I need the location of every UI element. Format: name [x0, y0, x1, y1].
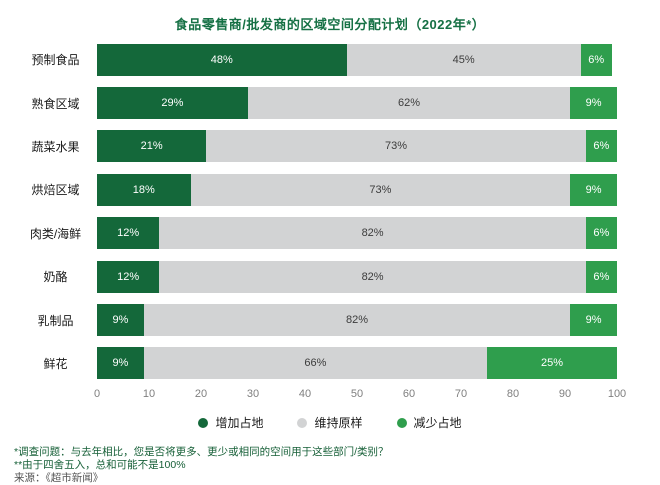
category-label: 预制食品: [31, 53, 80, 68]
x-tick-label: 100: [607, 388, 627, 400]
bar-segment-series-0: 12%: [97, 217, 160, 250]
bar-segment-series-2: 6%: [585, 260, 617, 293]
bar-segment-series-2: 25%: [486, 347, 617, 380]
bar-track: 12% 82% 6%: [97, 260, 617, 293]
footnote-source: 来源：《超市新闻》: [14, 472, 104, 484]
x-tick-label: 60: [402, 388, 416, 400]
x-tick-label: 0: [93, 388, 101, 400]
legend-item-0: 增加占地: [198, 414, 263, 431]
bar-segment-series-1: 66%: [143, 347, 487, 380]
bar-segment-series-1: 62%: [247, 87, 571, 120]
chart-title: 食品零售商/批发商的区域空间分配计划（2022年*）: [174, 17, 486, 32]
chart-row: 奶酪 12% 82% 6%: [14, 255, 617, 298]
x-tick-label: 20: [194, 388, 208, 400]
category-label: 乳制品: [37, 313, 74, 328]
x-tick-label: 30: [246, 388, 260, 400]
chart-row: 乳制品 9% 82% 9%: [14, 298, 617, 341]
bar-segment-series-1: 82%: [159, 217, 586, 250]
bar-track: 21% 73% 6%: [97, 130, 617, 163]
bar-segment-series-2: 9%: [570, 87, 617, 120]
category-label: 熟食区域: [31, 96, 80, 111]
x-tick-label: 90: [558, 388, 572, 400]
bar-track: 12% 82% 6%: [97, 217, 617, 250]
bar-segment-series-1: 45%: [346, 43, 581, 76]
legend-dot-icon: [198, 417, 209, 428]
bar-segment-series-0: 18%: [97, 173, 191, 206]
bar-track: 48% 45% 6%: [97, 43, 617, 76]
legend-label: 增加占地: [215, 416, 264, 430]
legend-item-2: 减少占地: [396, 414, 462, 431]
bar-segment-series-1: 82%: [159, 260, 586, 293]
footnote-survey-question: *调查问题：与去年相比，您是否将更多、更少或相同的空间用于这些部门/类别？: [14, 446, 389, 458]
bar-segment-series-0: 21%: [97, 130, 207, 163]
x-tick-label: 80: [506, 388, 520, 400]
footnotes: *调查问题：与去年相比，您是否将更多、更少或相同的空间用于这些部门/类别？ **…: [14, 446, 389, 485]
bar-track: 29% 62% 9%: [97, 87, 617, 120]
x-axis: 0 10 20 30 40 50 60 70 80 90 100: [93, 388, 626, 404]
legend-label: 维持原样: [314, 416, 363, 430]
category-label: 肉类/海鲜: [29, 226, 82, 241]
footnote-rounding: **由于四舍五入，总和可能不是100%: [14, 459, 186, 471]
bar-segment-series-2: 9%: [570, 304, 617, 337]
bar-track: 9% 66% 25%: [97, 347, 617, 380]
bar-segment-series-1: 73%: [190, 173, 571, 206]
chart-row: 预制食品 48% 45% 6%: [14, 38, 617, 81]
chart-row: 熟食区域 29% 62% 9%: [14, 81, 617, 124]
bar-segment-series-2: 6%: [580, 43, 612, 76]
bar-segment-series-1: 82%: [143, 304, 571, 337]
x-tick-label: 40: [298, 388, 312, 400]
bar-segment-series-2: 6%: [585, 130, 617, 163]
bar-segment-series-1: 73%: [206, 130, 586, 163]
category-label: 蔬菜水果: [31, 139, 80, 154]
chart-row: 烘焙区域 18% 73% 9%: [14, 168, 617, 211]
category-label: 烘焙区域: [31, 183, 80, 198]
chart-row: 蔬菜水果 21% 73% 6%: [14, 125, 617, 168]
chart-rows: 预制食品 48% 45% 6% 熟食区域 29% 62% 9% 蔬菜水果 21% 73% 6% 烘焙区域…: [14, 38, 617, 385]
bar-segment-series-2: 6%: [585, 217, 617, 250]
legend-dot-icon: [396, 417, 407, 428]
bar-segment-series-0: 29%: [97, 87, 248, 120]
category-label: 鲜花: [43, 356, 68, 371]
legend-item-1: 维持原样: [297, 414, 363, 431]
category-label: 奶酪: [43, 270, 68, 285]
bar-segment-series-0: 12%: [97, 260, 160, 293]
x-tick-label: 50: [350, 388, 364, 400]
bar-segment-series-0: 9%: [97, 347, 144, 380]
bar-segment-series-0: 9%: [97, 304, 144, 337]
legend-label: 减少占地: [413, 416, 462, 430]
chart-row: 鲜花 9% 66% 25%: [14, 342, 617, 385]
bar-track: 9% 82% 9%: [97, 304, 617, 337]
legend: 增加占地 维持原样 减少占地: [0, 414, 660, 431]
bar-track: 18% 73% 9%: [97, 173, 617, 206]
bar-segment-series-0: 48%: [97, 43, 347, 76]
chart-row: 肉类/海鲜 12% 82% 6%: [14, 212, 617, 255]
x-tick-label: 10: [142, 388, 156, 400]
legend-dot-icon: [297, 417, 308, 428]
x-tick-label: 70: [454, 388, 468, 400]
bar-segment-series-2: 9%: [570, 173, 617, 206]
